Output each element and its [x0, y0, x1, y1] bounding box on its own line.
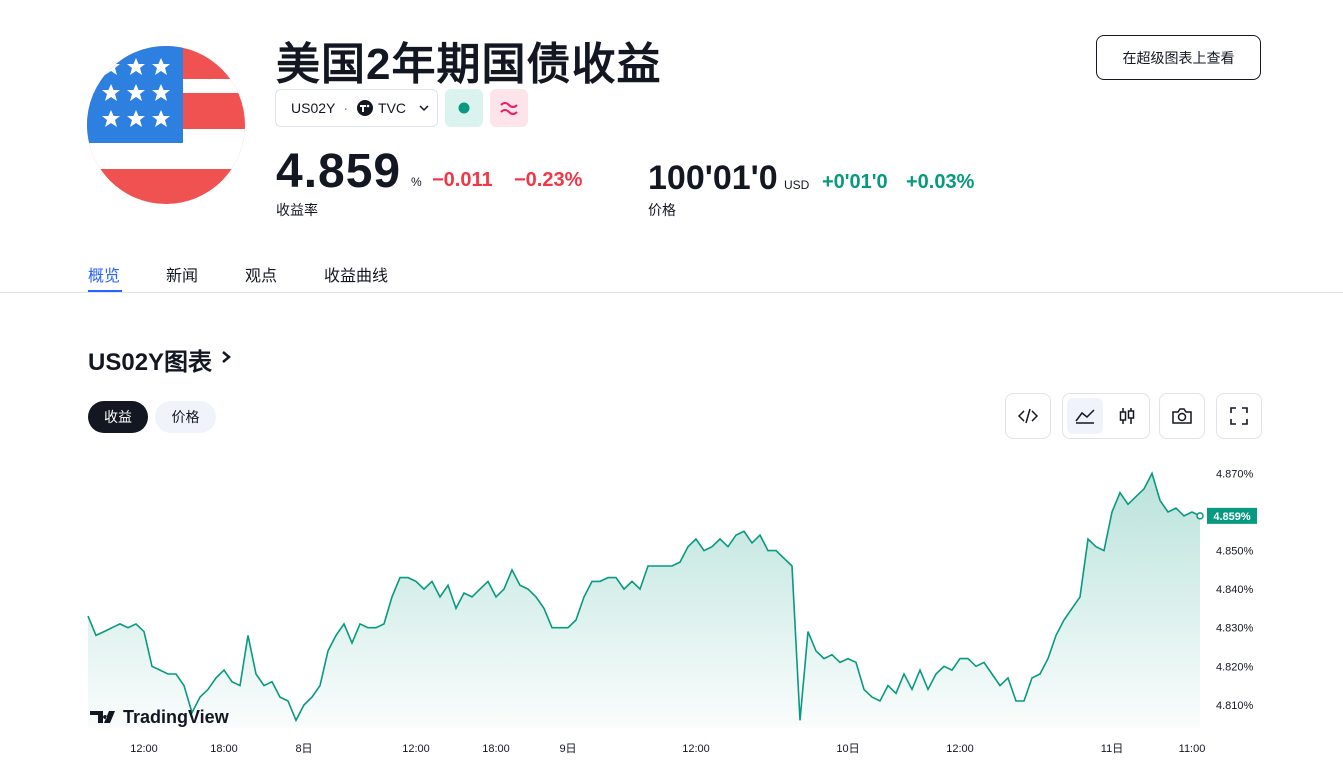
area-icon — [1075, 409, 1095, 424]
tab[interactable]: 概览 — [88, 268, 121, 285]
embed-button[interactable] — [1005, 393, 1051, 439]
fullscreen-icon — [1230, 407, 1248, 425]
symbol-selector[interactable]: US02Y · TVC — [275, 89, 438, 127]
yield-value: 4.859 — [276, 145, 402, 198]
x-tick-label: 12:00 — [130, 743, 158, 755]
x-tick-label: 12:00 — [402, 743, 430, 755]
divider — [0, 292, 1343, 293]
price-label: 价格 — [648, 202, 676, 218]
watermark: TradingView — [90, 707, 230, 727]
chart-style-group — [1062, 393, 1150, 439]
toggle-active[interactable]: 收益 — [88, 401, 148, 433]
tab-underline — [88, 290, 122, 293]
chart: 4.810% 4.820% 4.830% 4.840% 4.850% 4.870% 12:0… — [87, 468, 1257, 755]
y-tick-label: 4.810% — [1216, 700, 1254, 712]
y-tick-label: 4.830% — [1216, 623, 1254, 635]
embed-icon — [1018, 408, 1038, 424]
tab[interactable]: 观点 — [245, 268, 278, 285]
exchange-logo — [357, 100, 374, 116]
candle-icon — [1119, 408, 1135, 424]
y-tick-label: 4.840% — [1216, 584, 1254, 596]
x-tick-label: 12:00 — [946, 743, 974, 755]
y-tick-label: 4.820% — [1216, 661, 1254, 673]
snapshot-button[interactable] — [1159, 393, 1205, 439]
yield-change: −0.011 — [432, 169, 493, 191]
x-tick-label: 9日 — [559, 743, 576, 755]
tab[interactable]: 新闻 — [166, 268, 199, 285]
line — [87, 471, 1201, 723]
x-tick-label: 10日 — [836, 743, 859, 755]
price-value: 100'01'0 — [648, 159, 778, 197]
y-tick-label: 4.850% — [1216, 546, 1254, 558]
fullscreen-button[interactable] — [1216, 393, 1262, 439]
toggle[interactable]: 价格 — [155, 401, 216, 433]
separator: · — [343, 100, 349, 116]
symbol: US02Y — [291, 100, 336, 116]
price-change-percent: +0.03% — [906, 171, 975, 193]
chevron-icon — [222, 351, 231, 363]
yield-change-percent: −0.23% — [514, 169, 583, 191]
x-tick-label: 11日 — [1101, 743, 1123, 755]
x-tick-label: 18:00 — [210, 743, 238, 755]
y-tick-label: 4.870% — [1216, 468, 1254, 480]
price-change: +0'01'0 — [822, 171, 888, 193]
area-style-button[interactable] — [1067, 398, 1103, 434]
yield-unit: % — [411, 175, 422, 189]
supercharts-button[interactable]: 在超级图表上查看 — [1096, 35, 1261, 80]
last-value-label: 4.859% — [1213, 511, 1251, 523]
camera-icon — [1172, 408, 1192, 424]
watermark-logo — [90, 711, 115, 723]
dropdown-icon — [419, 105, 429, 112]
section-title-text: US02Y图表 — [88, 349, 213, 376]
tab[interactable]: 收益曲线 — [324, 268, 389, 285]
delayed-data[interactable] — [490, 89, 528, 127]
x-tick-label: 18:00 — [482, 743, 510, 755]
yield-label: 收益率 — [276, 202, 318, 218]
last-value-tag — [1207, 507, 1257, 524]
price-currency: USD — [784, 178, 810, 192]
last-point — [1196, 512, 1204, 520]
page-title: 美国2年期国债收益 — [276, 40, 662, 89]
flag — [87, 46, 245, 204]
x-tick-label: 12:00 — [682, 743, 710, 755]
delayed-icon — [500, 102, 518, 115]
watermark-text: TradingView — [123, 707, 230, 727]
candle-style-button[interactable] — [1109, 398, 1145, 434]
area-fill — [88, 473, 1200, 728]
chart-section-title[interactable]: US02Y图表 — [88, 342, 212, 377]
exchange: TVC — [378, 100, 407, 116]
market-status[interactable] — [445, 89, 483, 127]
x-tick-label: 11:00 — [1179, 743, 1206, 755]
x-tick-label: 8日 — [295, 743, 312, 755]
status-icon — [458, 102, 470, 114]
